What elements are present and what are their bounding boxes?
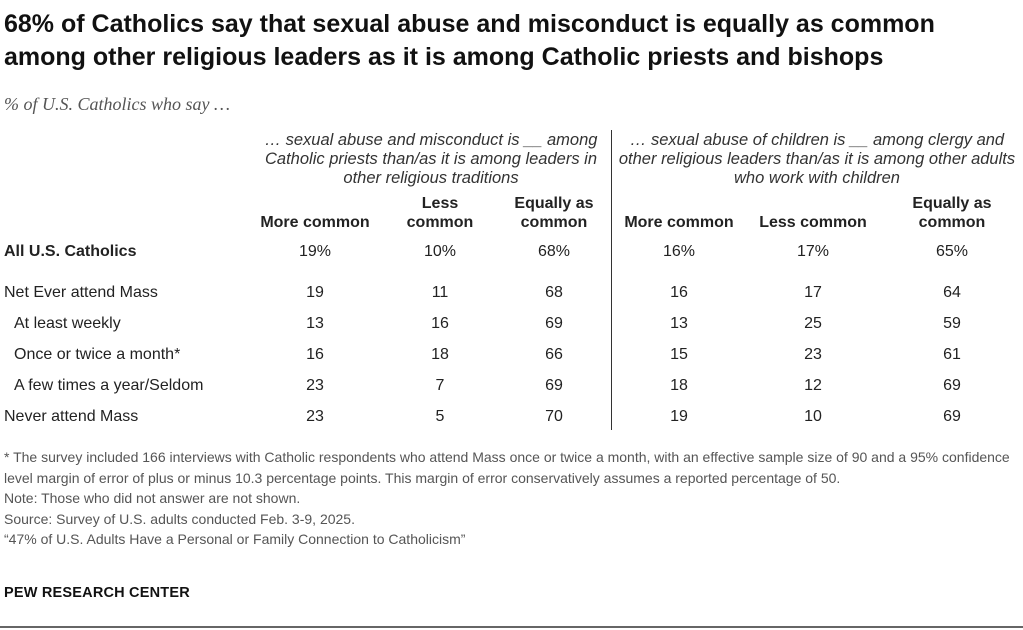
bottom-rule (0, 626, 1023, 628)
table-cell: 66 (545, 346, 563, 363)
table-cell: 23 (804, 346, 822, 363)
table-cell: 5 (435, 408, 445, 425)
column-header: Less (421, 195, 459, 212)
column-header: common (406, 214, 474, 231)
table-cell: 18 (431, 346, 449, 363)
column-header: More common (624, 214, 734, 231)
row-label: Never attend Mass (4, 408, 139, 425)
table-cell: 70 (545, 408, 563, 425)
footnote-report: “47% of U.S. Adults Have a Personal or F… (4, 531, 466, 547)
table-cell: 15 (670, 346, 688, 363)
table-cell: 19 (306, 284, 324, 301)
footnote-note: Note: Those who did not answer are not s… (4, 490, 301, 506)
table-cell: 25 (804, 315, 822, 332)
table-cell: 69 (943, 377, 961, 394)
table-cell: 16 (431, 315, 449, 332)
table-cell: 17% (796, 243, 830, 260)
table-cell: 11 (431, 284, 449, 301)
table-cell: 68 (545, 284, 563, 301)
row-label: Net Ever attend Mass (4, 284, 158, 301)
table-cell: 17 (804, 284, 822, 301)
table-cell: 65% (935, 243, 969, 260)
column-header: Equally as (912, 195, 992, 212)
group-divider (611, 130, 612, 430)
group-header-children: … sexual abuse of children is __ among c… (618, 131, 1016, 187)
table-cell: 13 (670, 315, 688, 332)
table-cell: 59 (943, 315, 961, 332)
table-cell: 69 (545, 377, 563, 394)
chart-title: 68% of Catholics say that sexual abuse a… (4, 10, 935, 71)
table-cell: 16% (662, 243, 696, 260)
group-header-priests: … sexual abuse and misconduct is __ amon… (264, 131, 598, 187)
pew-logo-text: PEW RESEARCH CENTER (4, 585, 190, 601)
row-label: A few times a year/Seldom (14, 377, 204, 394)
table-cell: 68% (537, 243, 571, 260)
table-cell: 19% (298, 243, 332, 260)
table-cell: 18 (670, 377, 688, 394)
table-cell: 64 (943, 284, 961, 301)
footnotes: * The survey included 166 interviews wit… (4, 447, 1016, 550)
table-cell: 69 (943, 408, 961, 425)
table-cell: 16 (306, 346, 324, 363)
column-header: Less common (759, 214, 867, 231)
table-cell: 7 (435, 377, 445, 394)
column-header: common (520, 214, 588, 231)
table-cell: 12 (804, 377, 822, 394)
table-cell: 10% (423, 243, 457, 260)
column-header: common (918, 214, 986, 231)
chart-subtitle: % of U.S. Catholics who say … (4, 94, 231, 114)
table-cell: 10 (804, 408, 822, 425)
table-cell: 61 (943, 346, 961, 363)
table-cell: 16 (670, 284, 688, 301)
table-cell: 19 (670, 408, 688, 425)
row-label: At least weekly (14, 315, 121, 332)
column-header: More common (260, 214, 370, 231)
column-header: Equally as (514, 195, 594, 212)
row-label: Once or twice a month* (14, 346, 181, 363)
table-cell: 23 (306, 377, 324, 394)
table-cell: 69 (545, 315, 563, 332)
footnote-asterisk: * The survey included 166 interviews wit… (4, 449, 1010, 486)
footnote-source: Source: Survey of U.S. adults conducted … (4, 510, 355, 527)
table-cell: 23 (306, 408, 324, 425)
table-cell: 13 (306, 315, 324, 332)
row-label: All U.S. Catholics (4, 243, 137, 260)
